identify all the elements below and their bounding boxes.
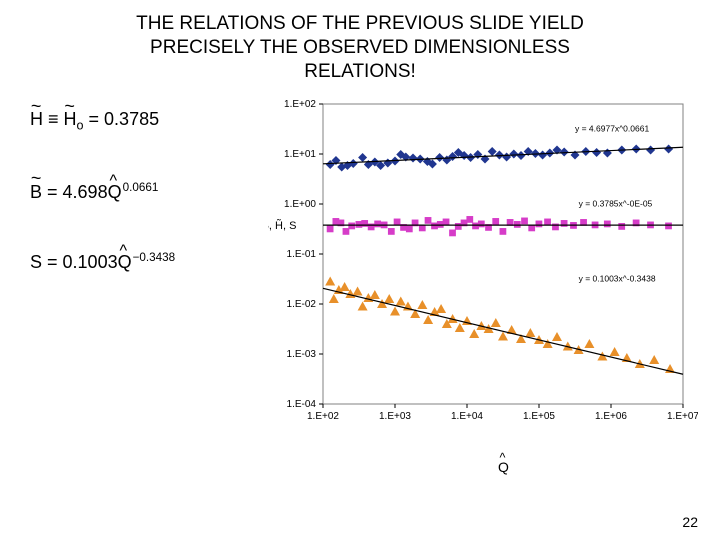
svg-text:1.E+05: 1.E+05 bbox=[523, 411, 555, 422]
svg-text:1.E-04: 1.E-04 bbox=[287, 399, 317, 410]
svg-text:y = 0.3785x^-0E-05: y = 0.3785x^-0E-05 bbox=[579, 199, 653, 209]
slide-content: H ≡ Ho = 0.3785 B = 4.698Q0.0661 S = 0.1… bbox=[0, 89, 720, 519]
svg-text:y = 0.1003x^-0.3438: y = 0.1003x^-0.3438 bbox=[579, 274, 656, 284]
svg-text:1.E-01: 1.E-01 bbox=[287, 249, 317, 260]
svg-text:y = 4.6977x^0.0661: y = 4.6977x^0.0661 bbox=[575, 124, 649, 134]
svg-text:1.E+00: 1.E+00 bbox=[284, 199, 316, 210]
eq2-exp: 0.0661 bbox=[123, 181, 159, 194]
slide-title: THE RELATIONS OF THE PREVIOUS SLIDE YIEL… bbox=[0, 0, 720, 89]
page-number: 22 bbox=[682, 514, 698, 530]
equation-b: B = 4.698Q0.0661 bbox=[30, 181, 175, 203]
svg-text:1.E+02: 1.E+02 bbox=[284, 99, 316, 110]
equation-s: S = 0.1003Q−0.3438 bbox=[30, 251, 175, 273]
chart-container: 1.E+02 1.E+01 1.E+00 1.E-01 1.E-02 1.E-03 1.E-… bbox=[268, 94, 698, 444]
svg-text:1.E+06: 1.E+06 bbox=[595, 411, 627, 422]
eq3-coeff: 0.1003 bbox=[63, 252, 118, 272]
svg-text:1.E+04: 1.E+04 bbox=[451, 411, 483, 422]
x-axis-title: Q bbox=[498, 459, 509, 475]
title-line-1: THE RELATIONS OF THE PREVIOUS SLIDE YIEL… bbox=[136, 13, 584, 34]
eq1-const: 0.3785 bbox=[104, 109, 159, 129]
svg-text:1.E+07: 1.E+07 bbox=[667, 411, 698, 422]
eq3-exp: −0.3438 bbox=[133, 251, 176, 264]
svg-text:1.E-02: 1.E-02 bbox=[287, 299, 317, 310]
eq2-coeff: 4.698 bbox=[63, 182, 108, 202]
equation-block: H ≡ Ho = 0.3785 B = 4.698Q0.0661 S = 0.1… bbox=[30, 109, 175, 321]
equation-h: H ≡ Ho = 0.3785 bbox=[30, 109, 175, 133]
title-line-2: PRECISELY THE OBSERVED DIMENSIONLESS bbox=[150, 37, 570, 58]
svg-text:1.E+02: 1.E+02 bbox=[307, 411, 339, 422]
svg-text:1.E-03: 1.E-03 bbox=[287, 349, 317, 360]
title-line-3: RELATIONS! bbox=[304, 61, 416, 82]
svg-text:1.E+01: 1.E+01 bbox=[284, 149, 316, 160]
svg-text:B̃, H̃, S: B̃, H̃, S bbox=[268, 219, 296, 232]
svg-text:1.E+03: 1.E+03 bbox=[379, 411, 411, 422]
scatter-chart: 1.E+02 1.E+01 1.E+00 1.E-01 1.E-02 1.E-03 1.E-… bbox=[268, 94, 698, 444]
